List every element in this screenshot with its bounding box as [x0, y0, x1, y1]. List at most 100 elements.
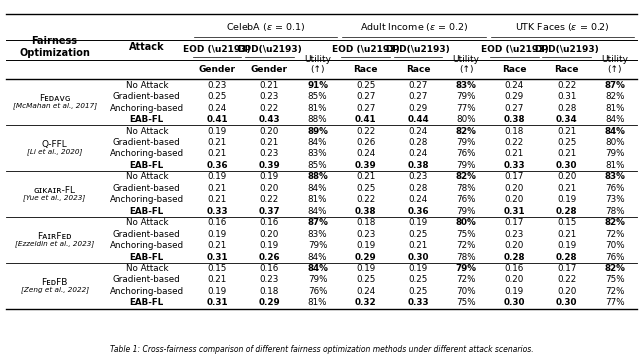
Text: 0.16: 0.16 [260, 264, 279, 273]
Text: 0.16: 0.16 [260, 218, 279, 227]
Text: 87%: 87% [604, 81, 625, 90]
Text: 0.29: 0.29 [259, 298, 280, 308]
Text: 85%: 85% [308, 92, 327, 101]
Text: 0.19: 0.19 [260, 172, 279, 182]
Text: 84%: 84% [308, 207, 327, 216]
Text: 0.38: 0.38 [504, 115, 525, 124]
Text: Race: Race [353, 65, 378, 74]
Text: ɢɪᴋᴀɪʀ-FL: ɢɪᴋᴀɪʀ-FL [33, 186, 76, 195]
Text: 0.19: 0.19 [557, 195, 576, 204]
Text: 80%: 80% [605, 138, 625, 147]
Text: 0.21: 0.21 [207, 184, 227, 193]
Text: (↑): (↑) [310, 65, 324, 74]
Text: 79%: 79% [456, 207, 476, 216]
Text: 70%: 70% [605, 241, 625, 250]
Text: Utility: Utility [304, 55, 331, 64]
Text: 84%: 84% [604, 126, 625, 136]
Text: 0.15: 0.15 [207, 264, 227, 273]
Text: 82%: 82% [604, 218, 625, 227]
Text: Utility: Utility [601, 55, 628, 64]
Text: 79%: 79% [308, 275, 327, 285]
Text: Gender: Gender [251, 65, 288, 74]
Text: 0.21: 0.21 [557, 126, 576, 136]
Text: 84%: 84% [307, 264, 328, 273]
Text: 0.30: 0.30 [407, 252, 429, 262]
Text: 0.31: 0.31 [206, 252, 228, 262]
Text: Gradient-based: Gradient-based [113, 138, 180, 147]
Text: 0.16: 0.16 [207, 218, 227, 227]
Text: 0.25: 0.25 [207, 92, 227, 101]
Text: No Attack: No Attack [125, 264, 168, 273]
Text: DPD(\u2193): DPD(\u2193) [237, 45, 301, 54]
Text: 0.34: 0.34 [556, 115, 577, 124]
Text: 0.27: 0.27 [356, 92, 376, 101]
Text: 0.17: 0.17 [504, 172, 524, 182]
Text: 78%: 78% [605, 207, 625, 216]
Text: 81%: 81% [308, 195, 327, 204]
Text: 0.43: 0.43 [259, 115, 280, 124]
Text: 79%: 79% [456, 264, 477, 273]
Text: 0.22: 0.22 [557, 275, 576, 285]
Text: 0.20: 0.20 [260, 229, 279, 239]
Text: 82%: 82% [604, 264, 625, 273]
Text: 75%: 75% [456, 298, 476, 308]
Text: 0.21: 0.21 [207, 138, 227, 147]
Text: 0.26: 0.26 [356, 138, 375, 147]
Text: 91%: 91% [307, 81, 328, 90]
Text: 0.19: 0.19 [356, 241, 375, 250]
Text: 0.20: 0.20 [504, 195, 524, 204]
Text: 73%: 73% [605, 195, 625, 204]
Text: 78%: 78% [456, 184, 476, 193]
Text: EOD (\u2193): EOD (\u2193) [481, 45, 548, 54]
Text: DPD(\u2193): DPD(\u2193) [385, 45, 451, 54]
Text: 0.22: 0.22 [356, 195, 375, 204]
Text: 70%: 70% [456, 287, 476, 296]
Text: 0.20: 0.20 [504, 275, 524, 285]
Text: 0.38: 0.38 [355, 207, 376, 216]
Text: 0.19: 0.19 [207, 287, 227, 296]
Text: 0.19: 0.19 [260, 241, 279, 250]
Text: 81%: 81% [308, 103, 327, 113]
Text: EAB-FL: EAB-FL [130, 115, 164, 124]
Text: 0.26: 0.26 [259, 252, 280, 262]
Text: 0.25: 0.25 [408, 275, 428, 285]
Text: 83%: 83% [308, 229, 327, 239]
Text: 76%: 76% [605, 252, 625, 262]
Text: 77%: 77% [605, 298, 625, 308]
Text: 83%: 83% [308, 149, 327, 159]
Text: Race: Race [406, 65, 430, 74]
Text: 0.28: 0.28 [556, 252, 577, 262]
Text: 0.29: 0.29 [408, 103, 428, 113]
Text: 87%: 87% [307, 218, 328, 227]
Text: 0.28: 0.28 [408, 184, 428, 193]
Text: 0.28: 0.28 [557, 103, 576, 113]
Text: 0.24: 0.24 [505, 81, 524, 90]
Text: Table 1: Cross-fairness comparison of different fairness optimization methods un: Table 1: Cross-fairness comparison of di… [110, 344, 533, 354]
Text: (↑): (↑) [607, 65, 622, 74]
Text: 0.21: 0.21 [207, 241, 227, 250]
Text: 0.33: 0.33 [206, 207, 228, 216]
Text: 77%: 77% [456, 103, 476, 113]
Text: 82%: 82% [456, 126, 477, 136]
Text: 81%: 81% [605, 103, 625, 113]
Text: 0.22: 0.22 [260, 103, 279, 113]
Text: 0.21: 0.21 [207, 149, 227, 159]
Text: No Attack: No Attack [125, 172, 168, 182]
Text: EOD (\u2193): EOD (\u2193) [183, 45, 251, 54]
Text: 0.25: 0.25 [356, 81, 376, 90]
Text: 81%: 81% [605, 161, 625, 170]
Text: CelebA ($\epsilon$ = 0.1): CelebA ($\epsilon$ = 0.1) [225, 21, 305, 33]
Text: 0.17: 0.17 [557, 264, 576, 273]
Text: 75%: 75% [456, 229, 476, 239]
Text: 0.19: 0.19 [505, 287, 524, 296]
Text: 79%: 79% [456, 161, 476, 170]
Text: 0.31: 0.31 [557, 92, 576, 101]
Text: 0.15: 0.15 [557, 218, 576, 227]
Text: 0.27: 0.27 [408, 92, 428, 101]
Text: 0.33: 0.33 [504, 161, 525, 170]
Text: 0.18: 0.18 [356, 218, 376, 227]
Text: 0.25: 0.25 [356, 184, 376, 193]
Text: EAB-FL: EAB-FL [130, 161, 164, 170]
Text: 84%: 84% [308, 138, 327, 147]
Text: 0.24: 0.24 [207, 103, 227, 113]
